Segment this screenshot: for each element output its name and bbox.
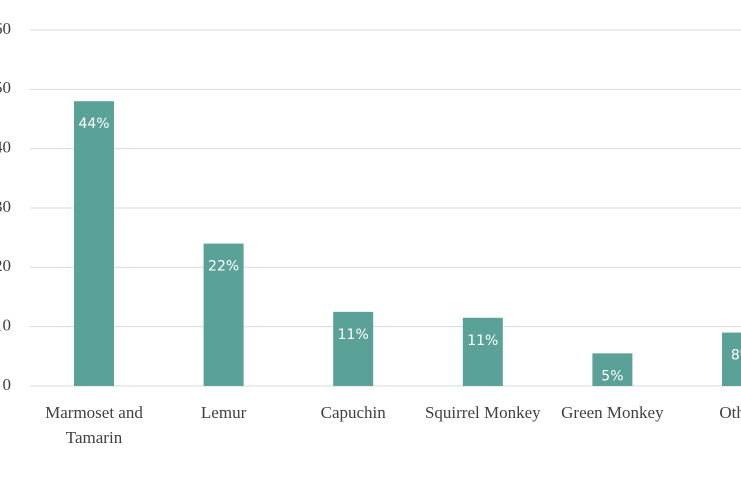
y-tick-label: 50	[0, 78, 11, 97]
y-tick-label: 40	[0, 138, 11, 157]
data-label: 11%	[467, 333, 498, 349]
x-tick-label: Others	[719, 403, 741, 422]
data-label: 8%	[731, 348, 741, 364]
x-tick-label: Capuchin	[320, 403, 386, 422]
y-tick-label: 10	[0, 316, 11, 335]
bar	[722, 332, 741, 386]
data-label: 11%	[338, 327, 369, 343]
bar	[462, 317, 503, 386]
y-tick-label: 0	[3, 375, 12, 394]
x-tick-label: Green Monkey	[561, 403, 664, 422]
y-tick-label: 60	[0, 19, 11, 38]
x-tick-label: Marmoset and Tamarin	[45, 403, 143, 447]
data-label: 44%	[78, 116, 109, 132]
bar	[592, 353, 633, 386]
x-tick-label: Squirrel Monkey	[424, 403, 541, 422]
y-tick-label: 20	[0, 256, 11, 275]
bar	[203, 243, 244, 386]
bar	[333, 311, 374, 386]
data-label: 5%	[601, 368, 623, 384]
x-tick-label: Lemur	[200, 403, 247, 422]
y-tick-label: 30	[0, 197, 11, 216]
bar	[74, 101, 114, 386]
data-label: 22%	[208, 259, 239, 275]
